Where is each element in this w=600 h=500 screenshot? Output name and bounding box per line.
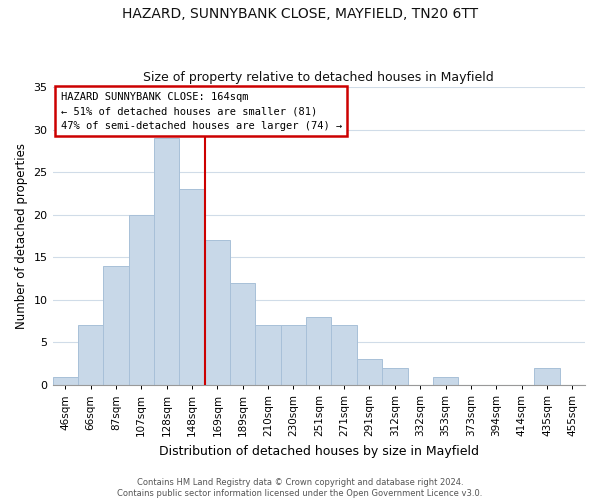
Bar [154,138,179,385]
Text: HAZARD SUNNYBANK CLOSE: 164sqm
← 51% of detached houses are smaller (81)
47% of : HAZARD SUNNYBANK CLOSE: 164sqm ← 51% of … [61,92,342,131]
Bar [331,326,357,385]
Bar [433,376,458,385]
Text: Contains HM Land Registry data © Crown copyright and database right 2024.
Contai: Contains HM Land Registry data © Crown c… [118,478,482,498]
Bar [53,376,78,385]
Bar [78,326,103,385]
Bar [256,326,281,385]
Bar [103,266,128,385]
Bar [230,283,256,385]
Bar [382,368,407,385]
Title: Size of property relative to detached houses in Mayfield: Size of property relative to detached ho… [143,72,494,85]
X-axis label: Distribution of detached houses by size in Mayfield: Distribution of detached houses by size … [159,444,479,458]
Text: HAZARD, SUNNYBANK CLOSE, MAYFIELD, TN20 6TT: HAZARD, SUNNYBANK CLOSE, MAYFIELD, TN20 … [122,8,478,22]
Bar [357,360,382,385]
Bar [179,189,205,385]
Bar [281,326,306,385]
Bar [205,240,230,385]
Bar [534,368,560,385]
Bar [306,317,331,385]
Y-axis label: Number of detached properties: Number of detached properties [15,143,28,329]
Bar [128,215,154,385]
